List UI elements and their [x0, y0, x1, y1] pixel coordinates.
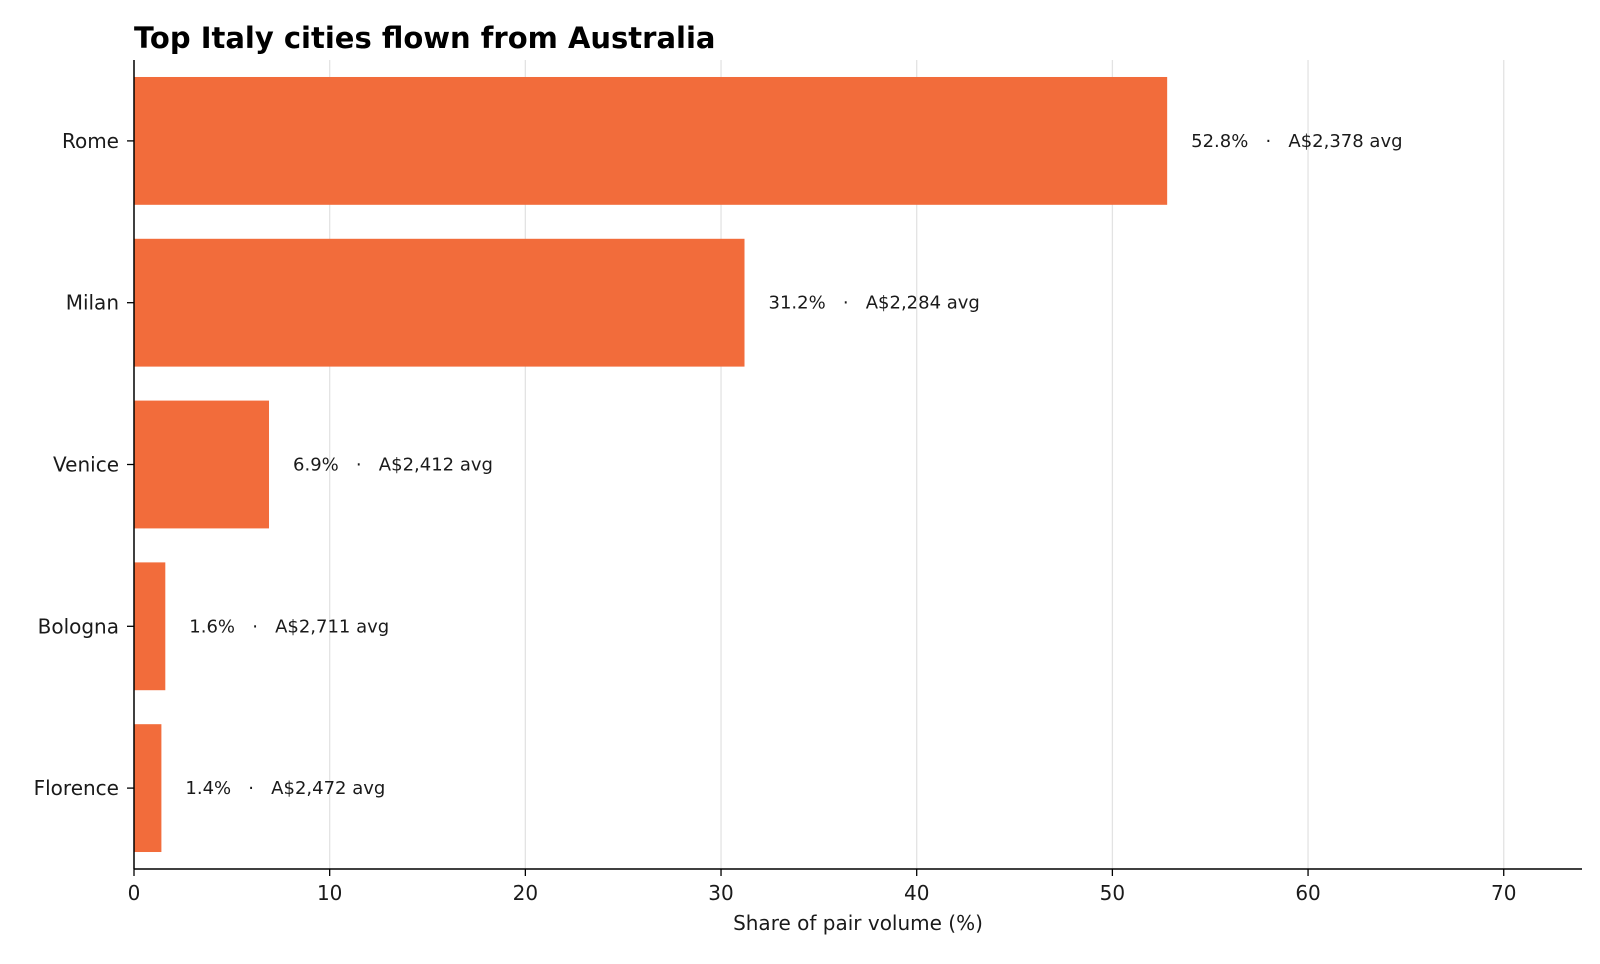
data-labels: 52.8% · A$2,378 avg 31.2% · A$2,284 avg 6.… [185, 131, 1402, 799]
x-axis-label: Share of pair volume (%) [733, 911, 983, 935]
chart-title: Top Italy cities flown from Australia [134, 21, 715, 55]
data-label: 31.2% · A$2,284 avg [769, 293, 980, 314]
x-tick-label: 70 [1491, 881, 1516, 905]
bar [134, 724, 162, 853]
y-tick-label: Venice [53, 453, 119, 477]
x-tick-label: 10 [317, 881, 342, 905]
x-tick-label: 50 [1100, 881, 1125, 905]
x-tick-label: 60 [1295, 881, 1320, 905]
x-tick-label: 0 [128, 881, 141, 905]
data-label: 1.6% · A$2,711 avg [189, 616, 389, 637]
bar [134, 238, 745, 367]
data-label: 52.8% · A$2,378 avg [1191, 131, 1402, 152]
x-tick-label: 40 [904, 881, 929, 905]
bar [134, 562, 166, 691]
x-tick-label: 30 [708, 881, 733, 905]
x-tick-label: 20 [513, 881, 538, 905]
y-tick-label: Florence [34, 776, 119, 800]
bar [134, 400, 270, 529]
bar [134, 76, 1168, 205]
data-label: 6.9% · A$2,412 avg [293, 455, 493, 476]
y-tick-label: Milan [66, 291, 119, 315]
bars [134, 76, 1168, 853]
x-ticks: 0 10 20 30 40 50 60 70 [128, 869, 1516, 905]
data-label: 1.4% · A$2,472 avg [185, 778, 385, 799]
y-ticks: Rome Milan Venice Bologna Florence [34, 129, 134, 800]
y-tick-label: Bologna [38, 614, 119, 638]
y-tick-label: Rome [62, 129, 119, 153]
